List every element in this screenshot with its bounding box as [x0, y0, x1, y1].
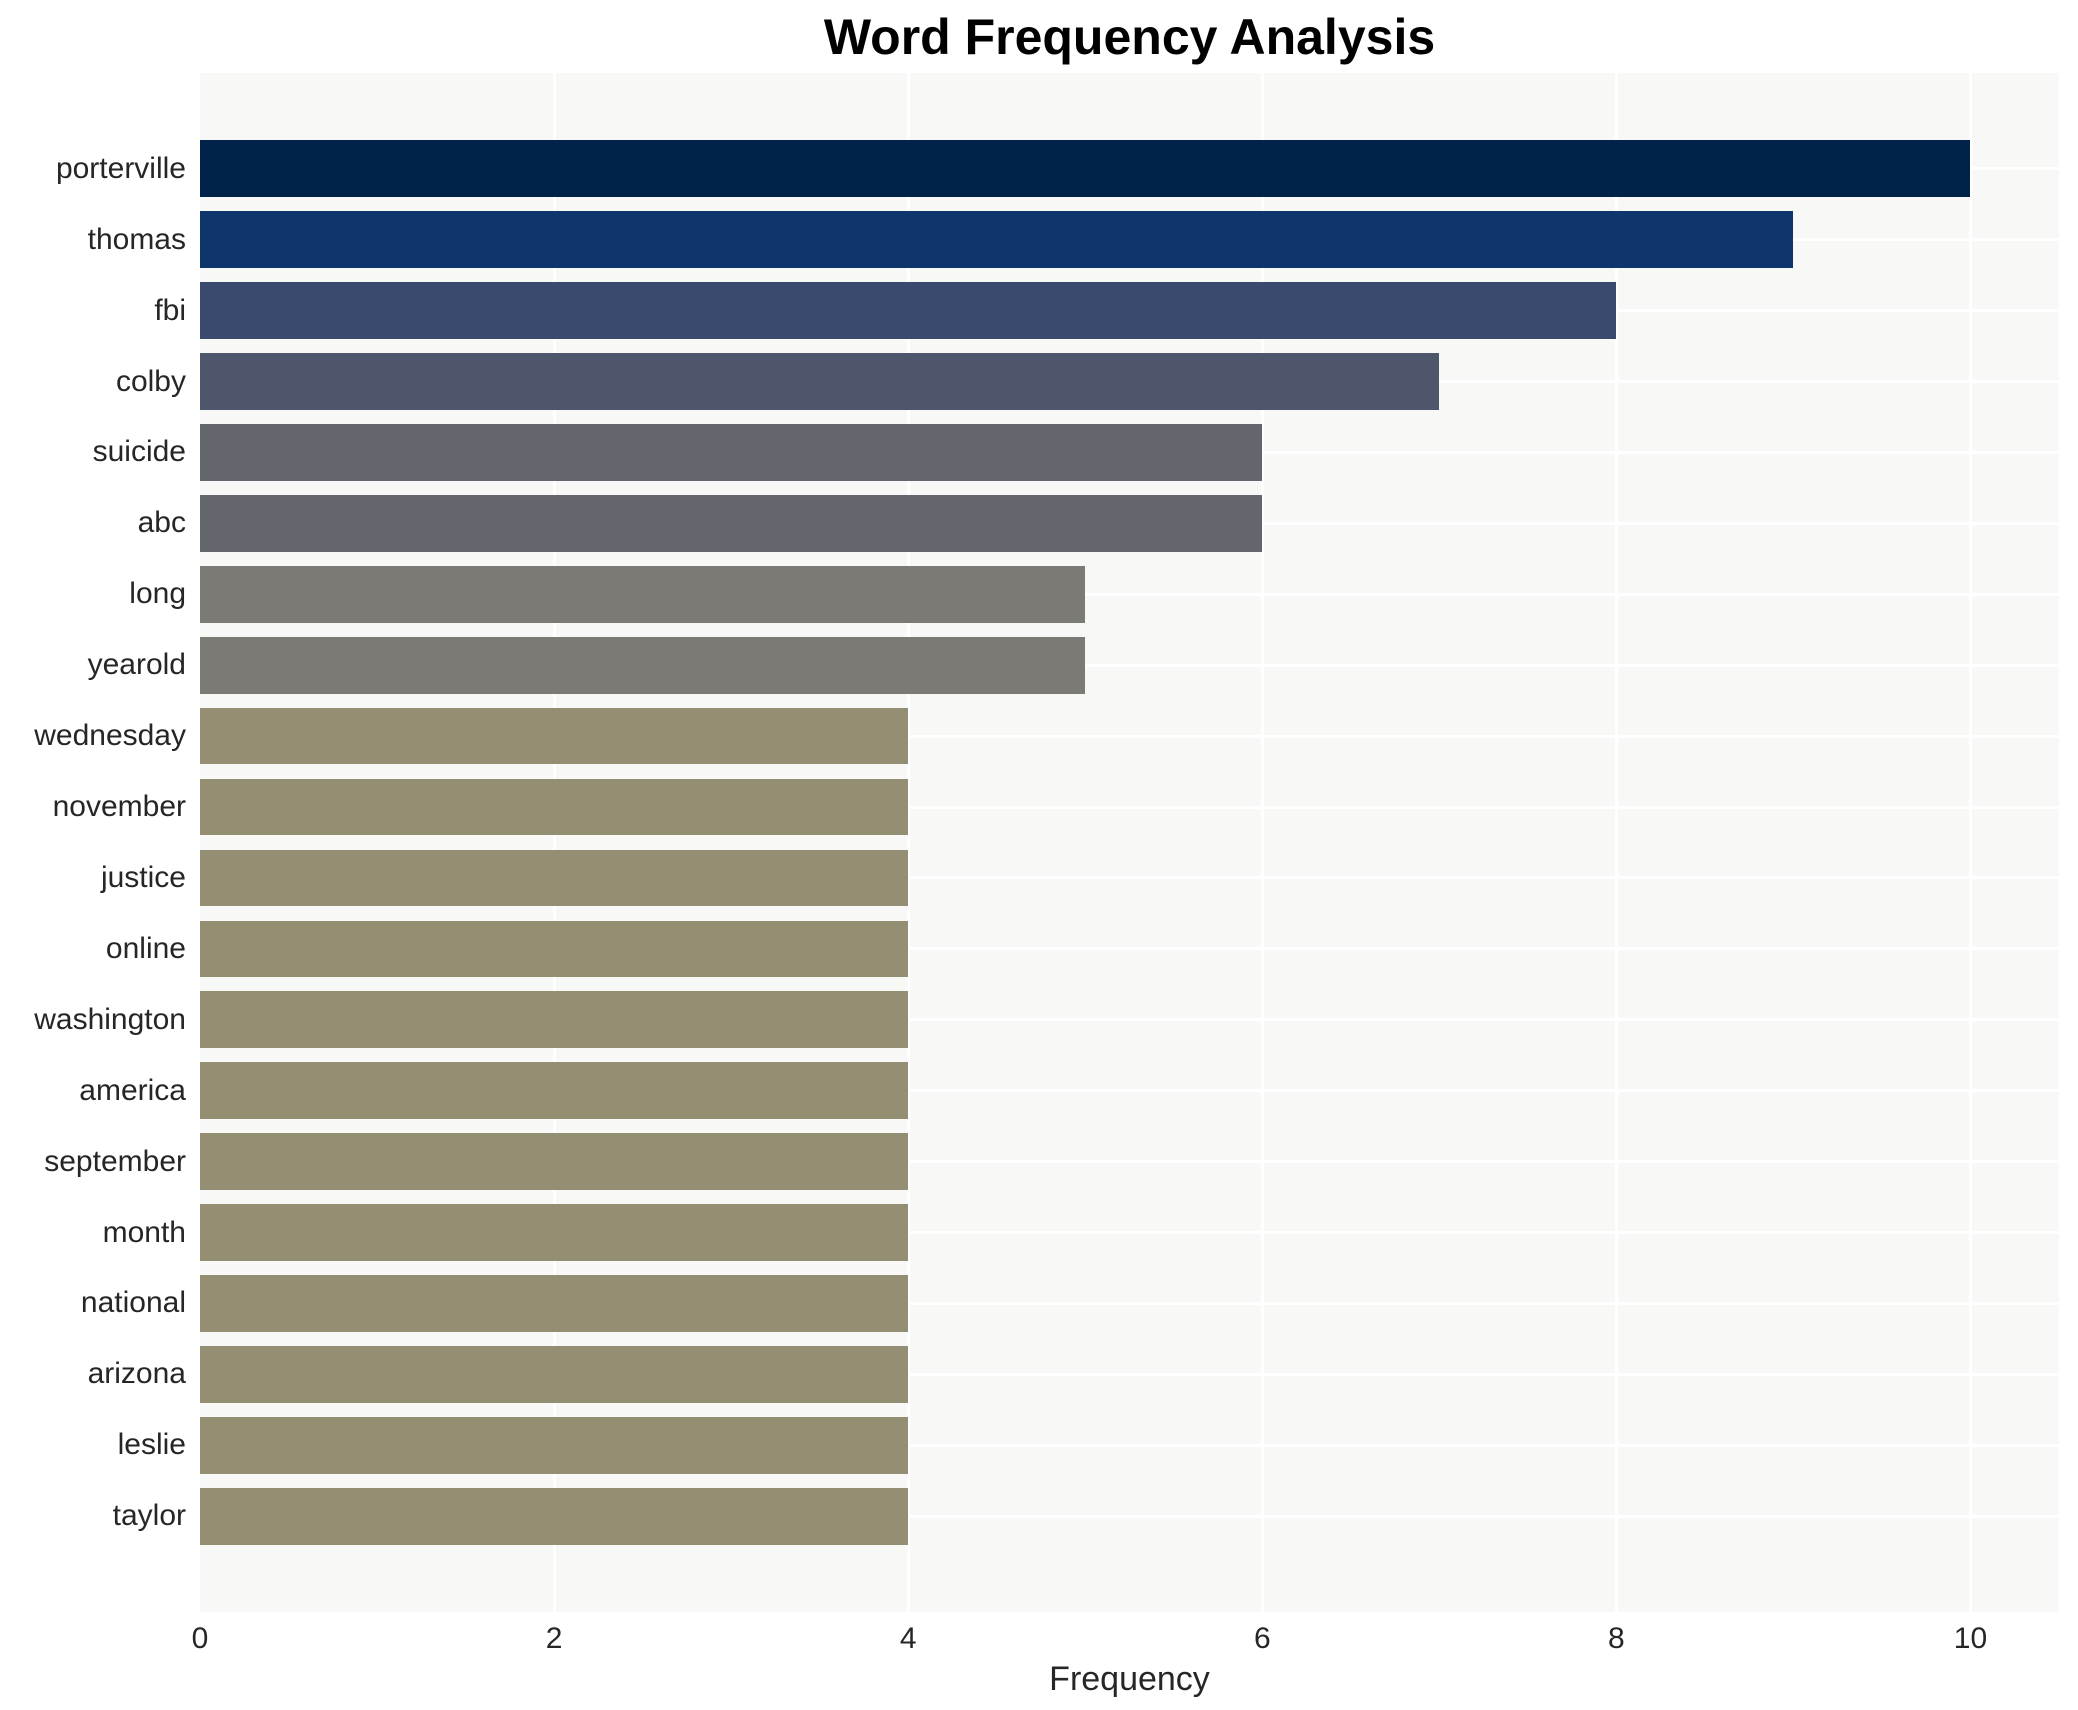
h-gridline: [200, 1160, 2059, 1164]
bar: [200, 565, 1086, 623]
bar: [200, 494, 1263, 552]
chart-title: Word Frequency Analysis: [823, 9, 1436, 65]
y-tick-label: wednesday: [34, 719, 186, 753]
v-gridline: [1614, 73, 1618, 1612]
y-tick-label: washington: [34, 1002, 186, 1036]
h-gridline: [200, 734, 2059, 738]
bar: [200, 282, 1617, 339]
x-tick-label: 8: [1608, 1622, 1625, 1655]
x-tick-label: 0: [191, 1622, 209, 1655]
v-gridline: [1260, 73, 1264, 1612]
bar: [200, 1204, 909, 1261]
bar: [200, 1062, 909, 1120]
y-tick-label: thomas: [87, 222, 186, 256]
bar: [200, 1133, 909, 1190]
v-gridline: [552, 73, 556, 1612]
bar: [200, 707, 909, 765]
x-tick-label: 4: [899, 1622, 917, 1655]
bar: [200, 849, 909, 907]
y-tick-label: yearold: [87, 648, 186, 682]
v-gridline: [1968, 73, 1972, 1612]
y-tick-label: porterville: [55, 151, 186, 185]
y-tick-label: long: [129, 577, 186, 611]
x-tick-label: 6: [1253, 1622, 1271, 1655]
h-gridline: [200, 1372, 2059, 1376]
bar: [200, 353, 1440, 410]
h-gridline: [200, 1301, 2059, 1305]
y-tick-label: justice: [100, 860, 186, 894]
x-tick-label: 2: [545, 1622, 563, 1655]
h-gridline: [200, 876, 2059, 880]
y-tick-label: november: [52, 790, 186, 824]
bar: [200, 636, 1086, 694]
bar: [200, 424, 1263, 481]
bar: [200, 140, 1971, 198]
bar: [200, 1416, 909, 1474]
x-tick-label: 10: [1953, 1622, 1988, 1655]
bar: [200, 991, 909, 1049]
bar: [200, 1487, 909, 1545]
y-tick-label: national: [80, 1286, 186, 1320]
v-gridline: [906, 73, 910, 1612]
h-gridline: [200, 1089, 2059, 1093]
y-tick-label: fbi: [154, 293, 186, 327]
y-tick-label: september: [44, 1144, 186, 1178]
h-gridline: [200, 1018, 2059, 1022]
h-gridline: [200, 592, 2059, 596]
h-gridline: [200, 1514, 2059, 1518]
h-gridline: [200, 1443, 2059, 1447]
plot-area: [200, 73, 2059, 1612]
x-axis-title: Frequency: [1049, 1660, 1210, 1698]
bar: [200, 778, 909, 836]
y-tick-label: leslie: [117, 1428, 186, 1462]
y-tick-label: suicide: [92, 435, 186, 469]
bar: [200, 1275, 909, 1332]
h-gridline: [200, 805, 2059, 809]
y-tick-label: abc: [137, 506, 186, 540]
bar: [200, 920, 909, 978]
y-tick-label: taylor: [112, 1499, 186, 1533]
y-tick-label: online: [105, 931, 186, 965]
y-tick-label: arizona: [87, 1357, 186, 1391]
y-tick-label: colby: [115, 364, 186, 398]
bar: [200, 211, 1794, 269]
y-tick-label: month: [102, 1215, 186, 1249]
h-gridline: [200, 1231, 2059, 1235]
h-gridline: [200, 663, 2059, 667]
bar: [200, 1346, 909, 1403]
y-tick-label: america: [79, 1073, 186, 1107]
h-gridline: [200, 947, 2059, 951]
